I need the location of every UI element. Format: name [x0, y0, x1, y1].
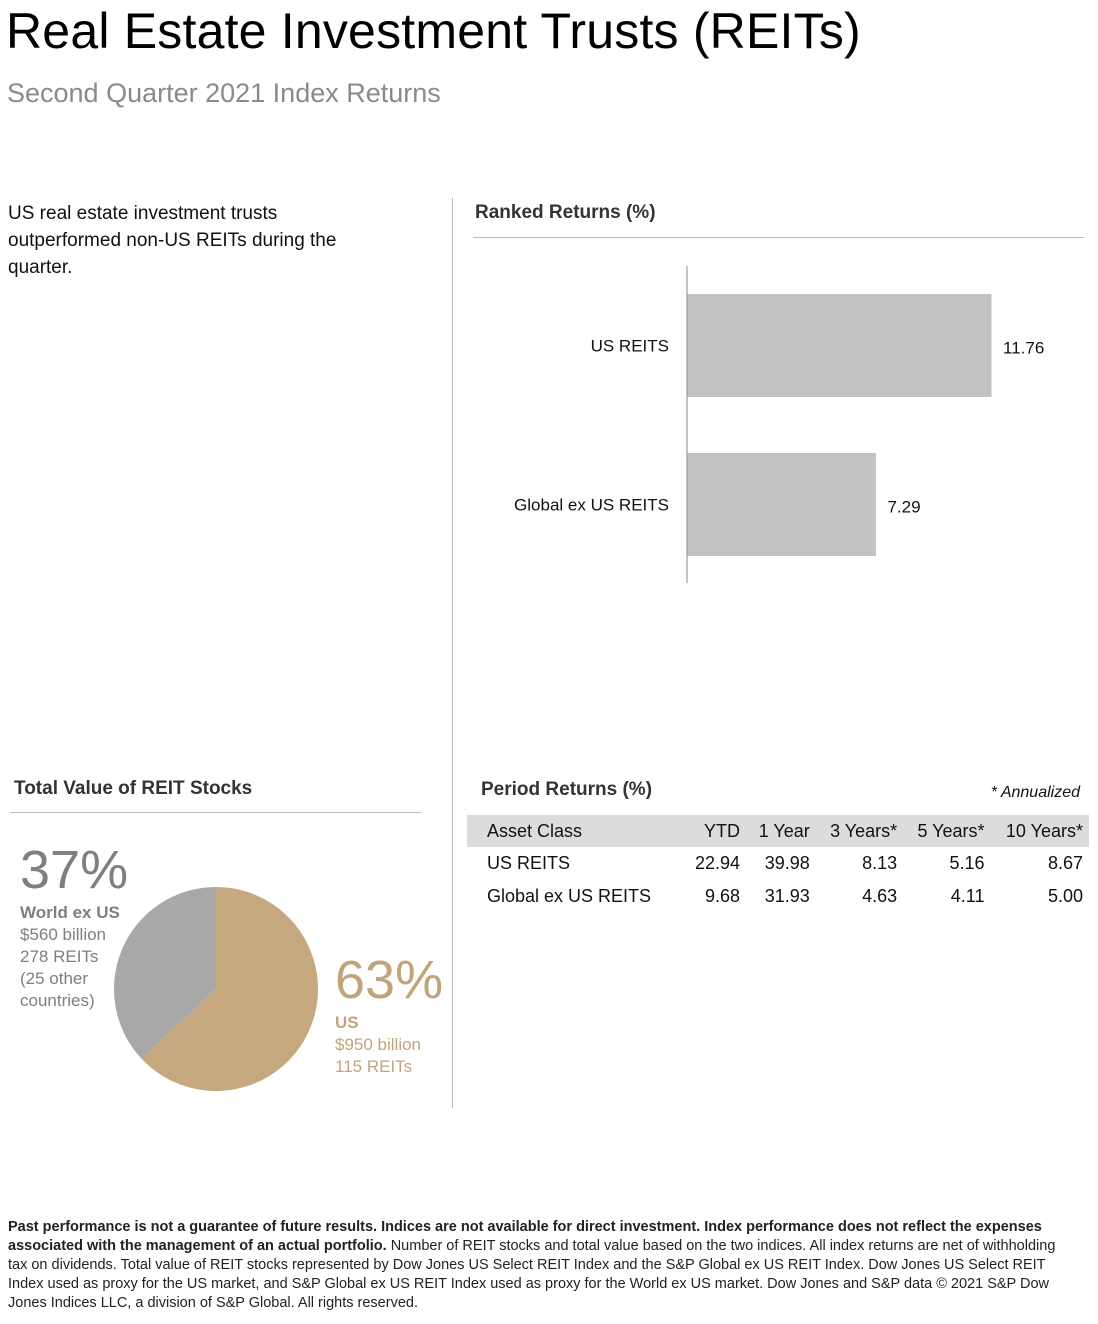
us-value: $950 billion — [335, 1035, 422, 1054]
disclaimer-text: Past performance is not a guarantee of f… — [8, 1218, 1078, 1313]
table-row: US REITS 22.94 39.98 8.13 5.16 8.67 — [467, 847, 1089, 880]
table-cell: 22.94 — [695, 853, 741, 873]
table-cell: 5.00 — [1047, 886, 1083, 906]
us-legend: US $950 billion 115 REITs — [335, 1012, 421, 1078]
ranked-returns-title: Ranked Returns (%) — [475, 202, 656, 223]
pie-slice-us — [141, 887, 318, 1091]
column-header: YTD — [683, 815, 747, 847]
table-cell: 5.16 — [949, 853, 985, 873]
intro-text: US real estate investment trusts outperf… — [8, 203, 337, 278]
bar-category-label: Global ex US REITS — [514, 496, 669, 515]
page-subtitle: Second Quarter 2021 Index Returns — [7, 78, 441, 108]
table-cell: Global ex US REITS — [487, 886, 652, 906]
disclaimer-normal: Number of REIT stocks and total value ba… — [8, 1238, 1056, 1311]
bar-0 — [687, 294, 992, 397]
bar-value-label: 7.29 — [887, 498, 920, 517]
us-label: US — [335, 1013, 359, 1032]
table-cell: 39.98 — [764, 853, 810, 873]
period-returns-title: Period Returns (%) — [481, 779, 653, 800]
table-cell: 8.67 — [1047, 853, 1083, 873]
total-value-title: Total Value of REIT Stocks — [14, 778, 253, 799]
table-cell: US REITS — [487, 853, 571, 873]
world-ex-us-note-2: countries) — [20, 991, 95, 1010]
table-row: Global ex US REITS 9.68 31.93 4.63 4.11 … — [467, 880, 1089, 913]
bar-category-label: US REITS — [591, 337, 669, 356]
total-value-rule — [10, 812, 421, 813]
column-header: Asset Class — [467, 815, 683, 847]
table-cell: 4.11 — [950, 886, 985, 906]
world-ex-us-value: $560 billion — [20, 925, 107, 944]
period-returns-table: Asset Class YTD 1 Year 3 Years* 5 Years*… — [467, 815, 1089, 913]
world-ex-us-legend: World ex US $560 billion 278 REITs (25 o… — [20, 902, 120, 1012]
page-title: Real Estate Investment Trusts (REITs) — [6, 3, 861, 59]
world-ex-us-count: 278 REITs — [20, 947, 99, 966]
table-cell: 8.13 — [862, 853, 898, 873]
disclaimer-bold: Past performance is not a guarantee of f… — [8, 1219, 1042, 1254]
column-divider — [452, 198, 453, 1108]
table-cell: 9.68 — [705, 886, 741, 906]
table-cell: 31.93 — [764, 886, 810, 906]
ranked-returns-bar-chart: US REITS 11.76 Global ex US REITS 7.29 — [514, 266, 1044, 583]
us-count: 115 REITs — [335, 1057, 413, 1076]
table-cell: 4.63 — [862, 886, 898, 906]
annualized-note: * Annualized — [990, 784, 1080, 801]
us-percent: 63% — [335, 950, 444, 1010]
column-header: 3 Years* — [815, 815, 904, 847]
world-ex-us-label: World ex US — [20, 903, 120, 922]
bar-value-label: 11.76 — [1003, 339, 1044, 358]
world-ex-us-percent: 37% — [20, 840, 129, 900]
column-header: 1 Year — [746, 815, 816, 847]
world-ex-us-note-1: (25 other — [20, 969, 89, 988]
reit-value-pie-chart — [113, 887, 318, 1091]
column-header: 5 Years* — [903, 815, 991, 847]
pie-slice-world-ex-us — [113, 887, 216, 1059]
ranked-returns-rule — [473, 237, 1084, 238]
bar-1 — [687, 453, 876, 556]
column-header: 10 Years* — [990, 815, 1089, 847]
table-header-row: Asset Class YTD 1 Year 3 Years* 5 Years*… — [467, 815, 1089, 847]
